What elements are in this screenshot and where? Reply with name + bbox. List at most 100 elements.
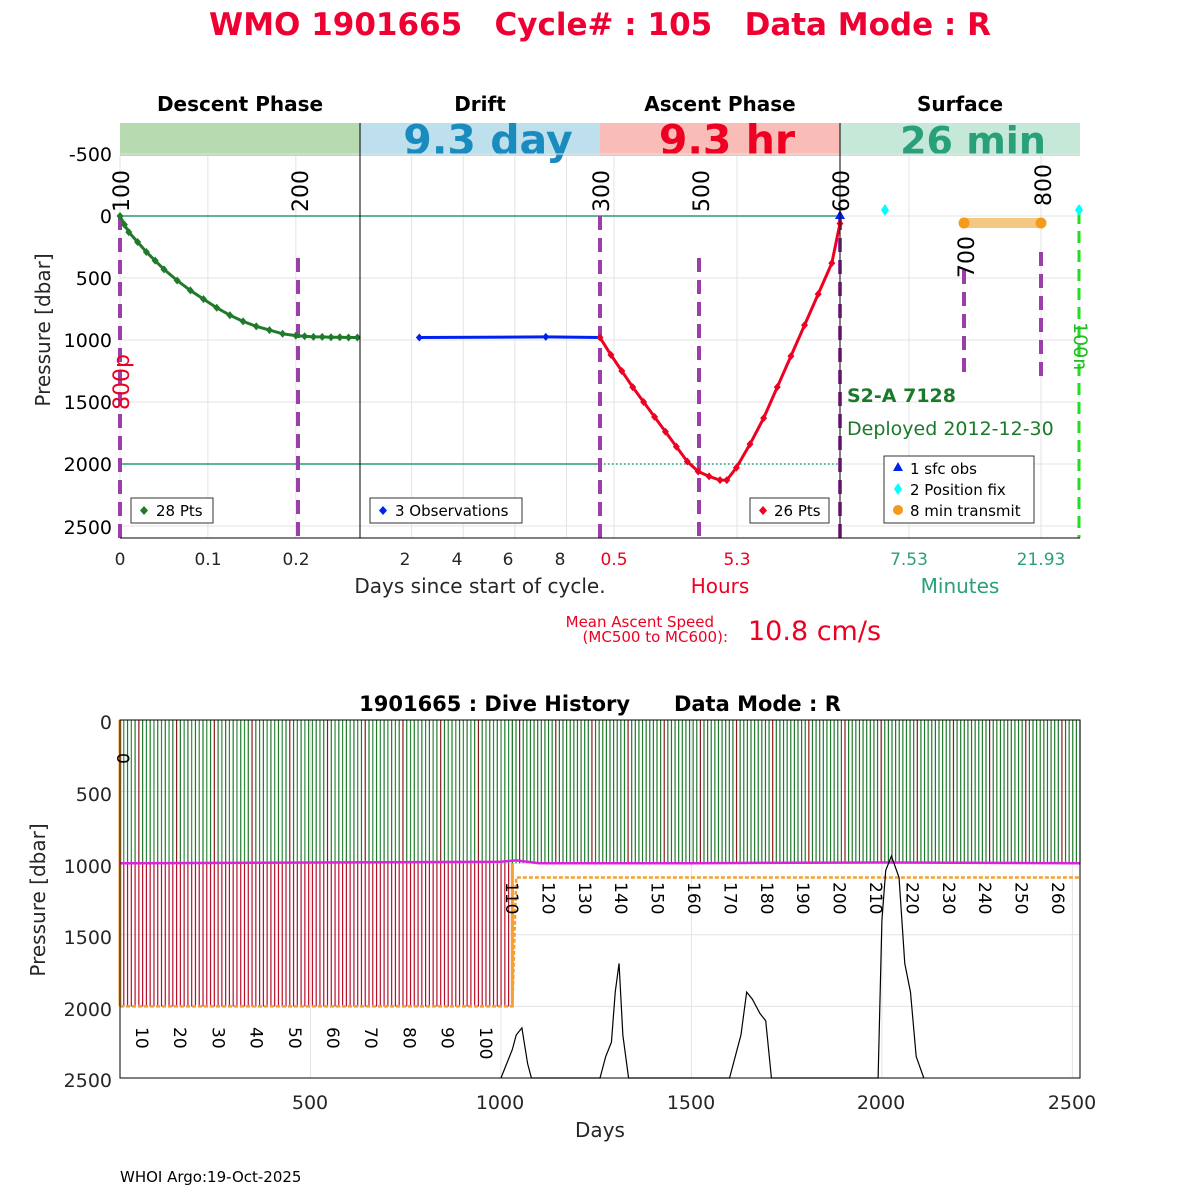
cycle-label: 260 <box>1047 882 1067 914</box>
profile-depth-line <box>120 876 1080 1008</box>
drift-x-tick: 8 <box>555 550 566 570</box>
descent-series <box>116 212 361 342</box>
cycle-label: 60 <box>322 1027 342 1049</box>
top-y-axis-label: Pressure [dbar] <box>31 253 55 406</box>
descent-point <box>186 286 194 295</box>
position-fix-legend-marker <box>894 483 902 495</box>
top-y-axis: -500 0 500 1000 1500 2000 2500 <box>64 144 112 539</box>
descent-point <box>265 326 273 335</box>
transmit-point <box>958 217 970 229</box>
ascent-point <box>787 352 795 361</box>
drift-x-tick: 6 <box>503 550 514 570</box>
descent-legend-marker <box>140 506 148 515</box>
ascent-point <box>596 333 604 342</box>
top-y-tick-label: 500 <box>76 268 112 290</box>
ascent-duration: 9.3 hr <box>659 116 796 164</box>
surface-x-tick: 7.53 <box>890 550 928 570</box>
ascent-point <box>828 259 836 268</box>
descent-point <box>336 333 344 342</box>
ascent-point <box>651 412 659 421</box>
transmit-point <box>1035 217 1047 229</box>
label-100n: 100n <box>1069 322 1091 370</box>
cycle-label: 80 <box>398 1027 418 1049</box>
position-fix-point <box>1075 204 1083 216</box>
footer-text: WHOI Argo:19-Oct-2025 <box>120 1168 301 1186</box>
ascent-point <box>694 467 702 476</box>
surface-duration: 26 min <box>900 119 1046 163</box>
descent-point <box>353 333 361 342</box>
mc200-label: 200 <box>289 170 314 212</box>
cycle-label: 140 <box>610 882 630 914</box>
mc500-label: 500 <box>690 170 715 212</box>
bottom-y-tick-label: 0 <box>100 712 112 734</box>
surface-legend-label: 2 Position fix <box>910 481 1006 499</box>
descent-point <box>116 212 124 220</box>
cycle-label: 150 <box>647 882 667 914</box>
drift-x-tick: 2 <box>400 550 411 570</box>
descent-point <box>239 317 247 326</box>
cycle-labels: 10 20 30 40 50 60 70 80 90 100 110 120 130 140 150 160 1… <box>131 882 1067 1059</box>
descent-point <box>151 256 159 265</box>
bottom-y-tick-label: 1500 <box>64 927 112 949</box>
cycle-label: 180 <box>756 882 776 914</box>
ascent-point <box>661 427 669 436</box>
bottom-x-axis-label: Days <box>575 1118 625 1142</box>
ascent-point <box>618 367 626 375</box>
descent-point <box>142 247 150 256</box>
ascent-point <box>705 472 713 481</box>
float-name: S2-A 7128 <box>847 385 956 407</box>
ascent-x-tick: 0.5 <box>600 550 627 570</box>
cycle-label: 40 <box>246 1027 266 1049</box>
bottom-y-axis: 0 500 1000 1500 2000 2500 <box>64 712 112 1092</box>
bottom-y-axis-label: Pressure [dbar] <box>26 823 50 976</box>
cycle-label: 100 <box>475 1027 495 1059</box>
bottom-y-tick-label: 2500 <box>64 1070 112 1092</box>
mc300-label: 300 <box>590 170 615 212</box>
ascent-point <box>732 463 740 472</box>
mc700-label: 700 <box>955 236 980 278</box>
bottom-y-tick-label: 500 <box>76 784 112 806</box>
x-label-minutes: Minutes <box>921 574 1000 598</box>
ascent-point <box>760 414 768 423</box>
descent-x-tick: 0.2 <box>282 550 309 570</box>
park-depth-line <box>120 859 1081 865</box>
bottom-y-tick-label: 2000 <box>64 999 112 1021</box>
cycle-label: 190 <box>792 882 812 914</box>
surface-legend-label: 1 sfc obs <box>910 460 977 478</box>
surface-legend: 1 sfc obs 2 Position fix 8 min transmit <box>883 455 1035 524</box>
ascent-legend-label: 26 Pts <box>774 502 821 520</box>
ascent-point <box>801 321 809 330</box>
descent-point <box>125 228 133 237</box>
cycle-label: 90 <box>437 1027 457 1049</box>
descent-point <box>160 265 168 274</box>
ascent-line <box>598 223 842 482</box>
descent-point <box>213 303 221 312</box>
top-y-tick-label: 2500 <box>64 517 112 539</box>
descent-point <box>120 220 128 229</box>
ascent-point <box>607 350 615 359</box>
bottom-depth-line <box>500 854 925 1079</box>
cycle-label: 120 <box>537 882 557 914</box>
cycle-label: 110 <box>501 882 521 914</box>
descent-point <box>318 332 326 341</box>
page-title: WMO 1901665 Cycle# : 105 Data Mode : R <box>209 7 991 43</box>
ascent-point <box>814 290 822 299</box>
start-cycle-label: 0 <box>112 753 132 764</box>
drift-point <box>542 332 550 341</box>
surface-series <box>835 204 1083 229</box>
bottom-x-tick-label: 1500 <box>667 1092 715 1114</box>
descent-point <box>309 332 317 341</box>
surface-x-tick: 21.93 <box>1017 550 1066 570</box>
drift-line <box>419 335 601 340</box>
mc800-label: 800 <box>1032 164 1057 206</box>
bottom-x-axis: 500 1000 1500 2000 2500 <box>292 1092 1096 1114</box>
drift-phase-title: Drift <box>454 92 506 116</box>
cycle-label: 10 <box>131 1027 151 1049</box>
position-fix-point <box>881 204 889 216</box>
descent-legend-label: 28 Pts <box>156 502 203 520</box>
drift-band <box>360 123 600 156</box>
ascent-point <box>773 383 781 392</box>
descent-point <box>226 311 234 320</box>
ascent-point <box>640 398 648 406</box>
